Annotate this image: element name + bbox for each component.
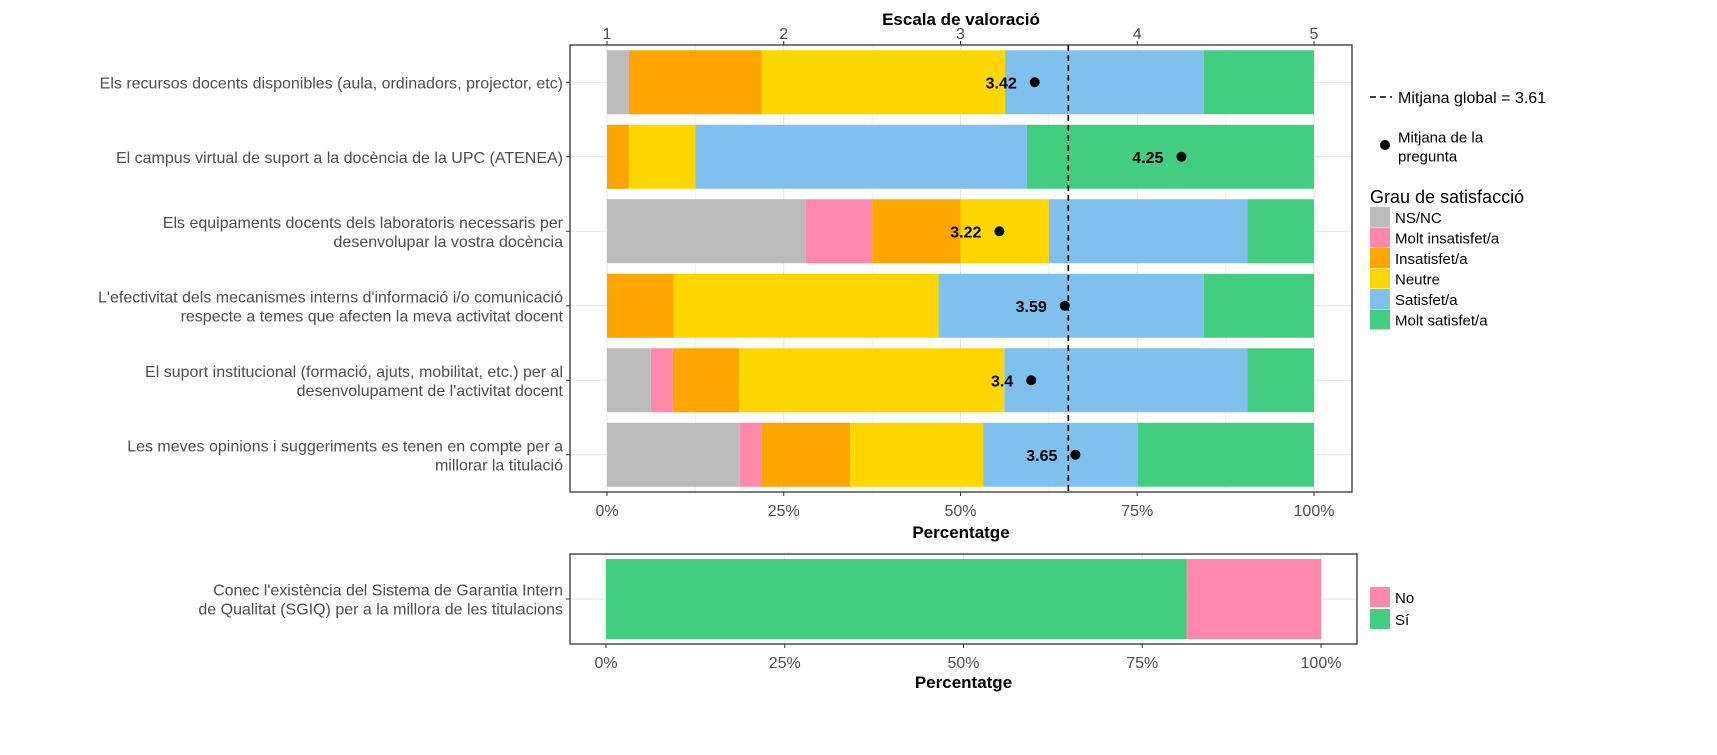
top-axis-title: Escala de valoració [882, 10, 1040, 29]
top-axis-tick-label: 4 [1133, 26, 1142, 43]
bar-segment [850, 422, 984, 487]
top-axis-tick-label: 3 [956, 26, 965, 43]
legend-key [1370, 309, 1390, 330]
bar-segment [1186, 559, 1321, 639]
bar-segment [739, 348, 1005, 413]
question-mean-point [1070, 449, 1081, 460]
legend-key [1370, 268, 1390, 289]
legend-key [1370, 207, 1390, 227]
bar-segment [805, 199, 873, 264]
top-axis-tick-label: 2 [779, 26, 788, 43]
bar-segment [607, 273, 674, 338]
bar-segment [960, 199, 1049, 264]
satisfaction-chart: 3.42 4.25 3.22 3.59 3.4 3.65 Escala de valorac… [98, 10, 1546, 542]
x-axis-tick-label: 100% [1301, 655, 1342, 672]
bar-segment [607, 348, 651, 413]
bar-segment [1004, 348, 1248, 413]
bar-segment [938, 273, 1204, 338]
bar-segment [872, 199, 961, 264]
x-axis-tick-label: 25% [768, 503, 800, 520]
bar-segment [606, 559, 1187, 639]
bar-segment [983, 422, 1138, 487]
bar-segment [1247, 348, 1314, 413]
x-axis-tick-label: 0% [595, 503, 618, 520]
bar-segment [607, 422, 740, 487]
legend-label: Sí [1395, 612, 1410, 629]
x-axis-tick-label: 25% [769, 655, 801, 672]
bar-segment [650, 348, 673, 413]
question-mean-point [1059, 300, 1070, 311]
legend-label: Molt insatisfet/a [1395, 231, 1500, 248]
category-label: respecte a temes que afecten la meva act… [181, 308, 564, 325]
question-mean-label: 3.4 [991, 373, 1013, 390]
legend-key [1370, 609, 1390, 629]
question-mean-label: 3.42 [986, 75, 1017, 92]
legend-label: Molt satisfet/a [1395, 313, 1488, 330]
bar-segment [695, 124, 1027, 189]
x-axis-tick-label: 100% [1294, 503, 1335, 520]
x-axis-tick-label: 75% [1126, 655, 1158, 672]
bar-segment [672, 348, 740, 413]
category-label: Les meves opinions i suggeriments es ten… [127, 438, 563, 455]
legend-question-mean-label: pregunta [1398, 149, 1458, 166]
question-mean-label: 3.59 [1016, 299, 1047, 316]
bar-segment [1048, 199, 1248, 264]
category-label: millorar la titulació [435, 457, 563, 474]
bar-segment [1203, 50, 1314, 115]
x-axis-tick-label: 50% [944, 503, 976, 520]
category-label: desenvolupar la vostra docència [334, 234, 564, 251]
category-label: de Qualitat (SGIQ) per a la millora de l… [198, 602, 563, 619]
legend-label: Satisfet/a [1395, 292, 1458, 309]
top-axis-tick-label: 5 [1310, 26, 1319, 43]
bar-segment [607, 124, 629, 189]
x-axis-tick-label: 0% [594, 655, 617, 672]
sgiq-chart: 0% 25% 50% 75% 100% Percentatge Conec l'existè… [198, 553, 1414, 692]
bar-segment [761, 50, 1006, 115]
legend-key [1370, 248, 1390, 268]
bar-segment [1247, 199, 1314, 264]
top-axis-tick-label: 1 [603, 26, 612, 43]
bar-segment [607, 50, 629, 115]
legend-question-mean-label: Mitjana de la [1398, 130, 1484, 147]
legend-key [1370, 227, 1390, 248]
bar-segment [673, 273, 939, 338]
question-mean-label: 4.25 [1132, 150, 1163, 167]
bar-segment [1203, 273, 1314, 338]
legend-title: Grau de satisfacció [1370, 187, 1524, 207]
bar-segment [761, 422, 851, 487]
category-label: Els recursos docents disponibles (aula, … [100, 75, 563, 92]
question-mean-label: 3.22 [950, 224, 981, 241]
category-label: El suport institucional (formació, ajuts… [145, 364, 563, 381]
legend-label: NS/NC [1395, 210, 1442, 227]
bar-segment [739, 422, 762, 487]
legend-label: Insatisfet/a [1395, 251, 1468, 268]
category-label: Els equipaments docents dels laboratoris… [163, 215, 564, 232]
bar-segment [607, 199, 806, 264]
question-mean-point [1176, 151, 1187, 162]
category-label: El campus virtual de suport a la docènci… [116, 150, 563, 167]
question-mean-point [1026, 375, 1037, 386]
category-label: desenvolupament de l'activitat docent [297, 383, 564, 400]
question-mean-point [994, 226, 1005, 237]
category-label: Conec l'existència del Sistema de Garant… [213, 583, 563, 600]
x-axis-tick-label: 75% [1121, 503, 1153, 520]
question-mean-label: 3.65 [1026, 448, 1057, 465]
legend-key [1370, 289, 1390, 309]
bar-segment [628, 50, 762, 115]
legend-label: No [1395, 590, 1414, 607]
bar-segment [628, 124, 696, 189]
bar-segment [1137, 422, 1314, 487]
legend-key [1370, 587, 1390, 607]
question-mean-point [1029, 77, 1040, 88]
x-axis-title: Percentatge [912, 523, 1009, 542]
legend-label: Neutre [1395, 272, 1440, 289]
x-axis-tick-label: 50% [947, 655, 979, 672]
bar-segment [1026, 124, 1314, 189]
legend-question-mean-key [1380, 140, 1390, 150]
category-label: L'efectivitat dels mecanismes interns d'… [98, 289, 563, 306]
legend-global-mean-label: Mitjana global = 3.61 [1398, 90, 1546, 107]
x-axis-title: Percentatge [915, 673, 1012, 692]
